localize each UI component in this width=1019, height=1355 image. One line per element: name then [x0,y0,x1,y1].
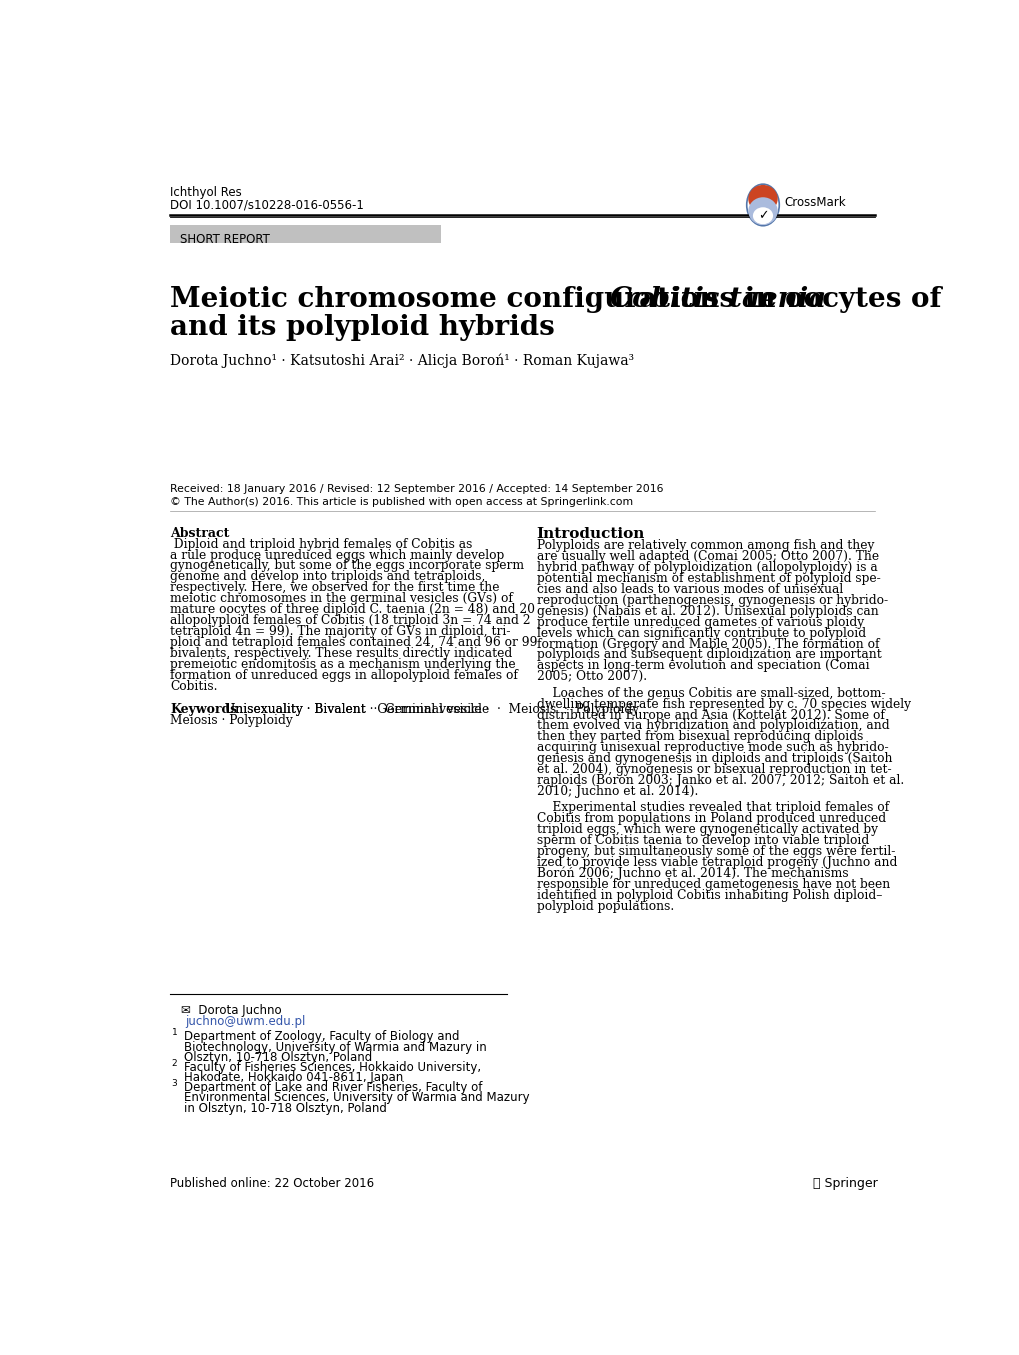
Text: allopolyploid females of Cobitis (18 triploid 3n = 74 and 2: allopolyploid females of Cobitis (18 tri… [170,614,530,627]
Text: raploids (Boron 2003; Janko et al. 2007, 2012; Saitoh et al.: raploids (Boron 2003; Janko et al. 2007,… [536,774,903,787]
Text: Unisexuality · Bivalent · Germinal vesicle ·: Unisexuality · Bivalent · Germinal vesic… [221,703,489,715]
Text: Introduction: Introduction [536,527,644,541]
Text: polyploid populations.: polyploid populations. [536,900,674,913]
Text: polyploids and subsequent diploidization are important: polyploids and subsequent diploidization… [536,649,880,661]
Text: Cobitis taenia: Cobitis taenia [609,286,825,313]
Text: Published online: 22 October 2016: Published online: 22 October 2016 [170,1177,374,1191]
Text: Meiosis · Polyploidy: Meiosis · Polyploidy [170,714,292,726]
Text: identified in polyploid Cobitis inhabiting Polish diploid–: identified in polyploid Cobitis inhabiti… [536,889,881,902]
Text: genome and develop into triploids and tetraploids,: genome and develop into triploids and te… [170,570,485,584]
Text: 2010; Juchno et al. 2014).: 2010; Juchno et al. 2014). [536,785,697,798]
Text: Unisexuality · Bivalent  ·  Germinal vesicle  ·  Meiosis  ·  Polyploidy: Unisexuality · Bivalent · Germinal vesic… [221,703,639,715]
Text: them evolved via hybridization and polyploidization, and: them evolved via hybridization and polyp… [536,720,889,733]
Text: 2: 2 [171,1058,177,1068]
Text: Experimental studies revealed that triploid females of: Experimental studies revealed that tripl… [536,801,888,814]
Text: ✉  Dorota Juchno: ✉ Dorota Juchno [180,1004,281,1018]
Ellipse shape [748,184,776,213]
Text: gynogenetically, but some of the eggs incorporate sperm: gynogenetically, but some of the eggs in… [170,560,524,572]
Text: CrossMark: CrossMark [784,196,846,209]
Text: tetraploid 4n = 99). The majority of GVs in diploid, tri-: tetraploid 4n = 99). The majority of GVs… [170,625,511,638]
Text: Department of Zoology, Faculty of Biology and: Department of Zoology, Faculty of Biolog… [183,1030,460,1043]
Text: in Olsztyn, 10-718 Olsztyn, Poland: in Olsztyn, 10-718 Olsztyn, Poland [183,1102,386,1115]
Ellipse shape [752,207,772,224]
Text: acquiring unisexual reproductive mode such as hybrido-: acquiring unisexual reproductive mode su… [536,741,888,755]
Text: SHORT REPORT: SHORT REPORT [180,233,270,245]
Text: distributed in Europe and Asia (Kottelat 2012). Some of: distributed in Europe and Asia (Kottelat… [536,709,883,721]
Bar [170,225,441,244]
Text: responsible for unreduced gametogenesis have not been: responsible for unreduced gametogenesis … [536,878,890,892]
Text: Ichthyol Res: Ichthyol Res [170,186,242,199]
Text: ploid and tetraploid females contained 24, 74 and 96 or 99: ploid and tetraploid females contained 2… [170,635,537,649]
Text: Department of Lake and River Fisheries, Faculty of: Department of Lake and River Fisheries, … [183,1081,482,1095]
Text: produce fertile unreduced gametes of various ploidy: produce fertile unreduced gametes of var… [536,615,863,629]
Text: are usually well adapted (Comai 2005; Otto 2007). The: are usually well adapted (Comai 2005; Ot… [536,550,878,564]
Text: 2005; Otto 2007).: 2005; Otto 2007). [536,671,646,683]
Text: and its polyploid hybrids: and its polyploid hybrids [170,313,554,340]
Text: Environmental Sciences, University of Warmia and Mazury: Environmental Sciences, University of Wa… [183,1091,529,1104]
Text: triploid eggs, which were gynogenetically activated by: triploid eggs, which were gynogeneticall… [536,824,876,836]
Text: Boróń 2006; Juchno et al. 2014). The mechanisms: Boróń 2006; Juchno et al. 2014). The mec… [536,867,848,881]
Text: formation (Gregory and Mable 2005). The formation of: formation (Gregory and Mable 2005). The … [536,638,878,650]
Text: reproduction (parthenogenesis, gynogenesis or hybrido-: reproduction (parthenogenesis, gynogenes… [536,593,887,607]
Text: Cobitis.: Cobitis. [170,680,217,692]
Text: levels which can significantly contribute to polyploid: levels which can significantly contribut… [536,626,865,640]
Text: juchno@uwm.edu.pl: juchno@uwm.edu.pl [185,1015,306,1028]
Text: Faculty of Fisheries Sciences, Hokkaido University,: Faculty of Fisheries Sciences, Hokkaido … [183,1061,481,1075]
Text: Diploid and triploid hybrid females of Cobitis as: Diploid and triploid hybrid females of C… [170,538,472,550]
Text: Olsztyn, 10-718 Olsztyn, Poland: Olsztyn, 10-718 Olsztyn, Poland [183,1050,372,1064]
Text: Keywords: Keywords [170,703,237,715]
Text: respectively. Here, we observed for the first time the: respectively. Here, we observed for the … [170,581,499,595]
Text: hybrid pathway of polyploidization (allopolyploidy) is a: hybrid pathway of polyploidization (allo… [536,561,876,575]
Text: 1: 1 [171,1028,177,1037]
Text: genesis) (Nabais et al. 2012). Unisexual polyploids can: genesis) (Nabais et al. 2012). Unisexual… [536,604,877,618]
Text: Received: 18 January 2016 / Revised: 12 September 2016 / Accepted: 14 September : Received: 18 January 2016 / Revised: 12 … [170,485,663,495]
Text: mature oocytes of three diploid C. taenia (2n = 48) and 20: mature oocytes of three diploid C. taeni… [170,603,535,617]
Text: formation of unreduced eggs in allopolyploid females of: formation of unreduced eggs in allopolyp… [170,669,518,682]
Text: Biotechnology, University of Warmia and Mazury in: Biotechnology, University of Warmia and … [183,1041,486,1054]
Text: genesis and gynogenesis in diploids and triploids (Saitoh: genesis and gynogenesis in diploids and … [536,752,892,766]
Text: et al. 2004), gynogenesis or bisexual reproduction in tet-: et al. 2004), gynogenesis or bisexual re… [536,763,891,776]
Text: Abstract: Abstract [170,527,229,539]
Text: a rule produce unreduced eggs which mainly develop: a rule produce unreduced eggs which main… [170,549,503,561]
Text: DOI 10.1007/s10228-016-0556-1: DOI 10.1007/s10228-016-0556-1 [170,198,364,211]
Text: cies and also leads to various modes of unisexual: cies and also leads to various modes of … [536,583,842,596]
Text: progeny, but simultaneously some of the eggs were fertil-: progeny, but simultaneously some of the … [536,846,895,858]
Text: sperm of Cobitis taenia to develop into viable triploid: sperm of Cobitis taenia to develop into … [536,835,868,847]
Text: 3: 3 [171,1079,177,1088]
Text: Meiotic chromosome configurations in oocytes of: Meiotic chromosome configurations in ooc… [170,286,951,313]
Ellipse shape [748,198,776,225]
Text: © The Author(s) 2016. This article is published with open access at Springerlink: © The Author(s) 2016. This article is pu… [170,497,633,507]
Text: meiotic chromosomes in the germinal vesicles (GVs) of: meiotic chromosomes in the germinal vesi… [170,592,513,606]
Text: Polyploids are relatively common among fish and they: Polyploids are relatively common among f… [536,539,873,551]
Text: aspects in long-term evolution and speciation (Comai: aspects in long-term evolution and speci… [536,660,868,672]
Text: 🕪 Springer: 🕪 Springer [812,1177,877,1191]
Text: Hakodate, Hokkaido 041-8611, Japan: Hakodate, Hokkaido 041-8611, Japan [183,1070,403,1084]
Text: ✓: ✓ [757,209,767,222]
Text: premeiotic endomitosis as a mechanism underlying the: premeiotic endomitosis as a mechanism un… [170,659,516,671]
Text: ized to provide less viable tetraploid progeny (Juchno and: ized to provide less viable tetraploid p… [536,856,896,869]
Text: bivalents, respectively. These results directly indicated: bivalents, respectively. These results d… [170,646,512,660]
Text: Cobitis from populations in Poland produced unreduced: Cobitis from populations in Poland produ… [536,813,884,825]
Text: potential mechanism of establishment of polyploid spe-: potential mechanism of establishment of … [536,572,879,585]
Text: dwelling temperate fish represented by c. 70 species widely: dwelling temperate fish represented by c… [536,698,910,710]
Text: Loaches of the genus Cobitis are small-sized, bottom-: Loaches of the genus Cobitis are small-s… [536,687,884,699]
Text: Dorota Juchno¹ · Katsutoshi Arai² · Alicja Boroń¹ · Roman Kujawa³: Dorota Juchno¹ · Katsutoshi Arai² · Alic… [170,354,634,369]
Text: then they parted from bisexual reproducing diploids: then they parted from bisexual reproduci… [536,730,862,744]
